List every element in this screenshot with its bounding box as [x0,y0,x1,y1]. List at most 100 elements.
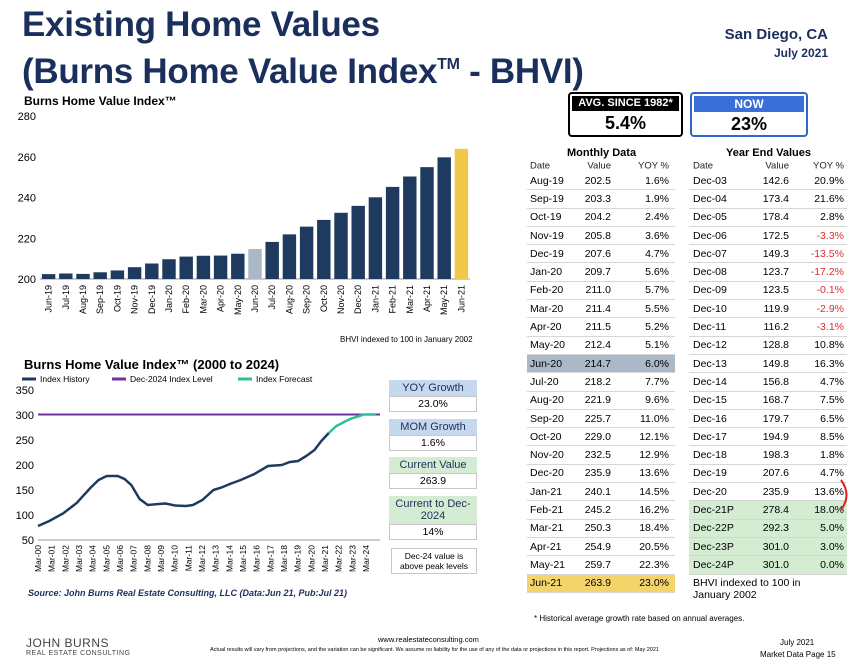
table-cell: 211.5 [585,321,612,334]
x-tick-label: Jul-20 [267,285,277,310]
mom-growth-label: MOM Growth [389,419,477,435]
table-cell: Apr-21 [530,540,562,553]
table-row: Dec-13 149.8 16.3% [689,355,847,374]
table-cell: Dec-19 [530,247,564,260]
table-cell: 3.6% [645,229,669,242]
table-row: Dec-09 123.5 -0.1% [689,282,847,301]
table-cell: 168.7 [762,394,789,407]
bar-Dec-20 [351,205,365,279]
x-tick-label: Mar-20 [306,545,316,572]
table-cell: 3.0% [820,540,844,553]
table-cell: Dec-12 [693,339,727,352]
table-cell: 221.9 [584,394,611,407]
y-tick-label: 200 [16,460,34,472]
now-box: NOW 23% [690,92,808,137]
x-tick-label: Jan-20 [164,285,174,313]
table-cell: 179.7 [762,412,789,425]
dec24-note: Dec-24 value is above peak levels [391,548,477,574]
x-tick-label: Mar-07 [129,545,139,572]
x-tick-label: Mar-19 [293,545,303,572]
x-tick-label: Jun-21 [456,285,466,313]
table-row: Nov-19 205.8 3.6% [527,227,675,246]
table-cell: Jul-20 [530,375,559,388]
table-cell: 4.7% [820,375,844,388]
bar-chart-note: BHVI indexed to 100 in January 2002 [340,335,473,344]
bar-Sep-20 [299,226,314,279]
x-tick-label: Jun-19 [44,285,54,313]
x-tick-label: Mar-04 [88,545,98,572]
bar-Jul-20 [265,241,279,279]
x-tick-label: Jun-20 [250,285,260,313]
y-tick-label: 250 [16,435,34,447]
current-to-dec24-box: Current to Dec-2024 14% [389,496,477,540]
table-cell: 1.9% [645,192,669,205]
table-cell: -2.9% [816,302,844,315]
table-cell: 207.6 [762,467,789,480]
table-cell: Dec-06 [693,229,727,242]
table-cell: 12.9% [639,449,669,462]
table-cell: Dec-15 [693,394,727,407]
table-cell: Dec-07 [693,247,727,260]
y-tick-label: 240 [18,193,36,205]
table-cell: Dec-11 [693,321,727,334]
table-row: Jan-21 240.1 14.5% [527,483,675,502]
table-cell: Mar-21 [530,522,564,535]
footer-date: July 2021 [780,638,815,647]
table-row: Sep-20 225.7 11.0% [527,410,675,429]
y-tick-label: 150 [16,485,34,497]
table-row: Dec-08 123.7 -17.2% [689,263,847,282]
bar-Jun-21 [454,148,469,279]
legend-label: Dec-2024 Index Level [130,374,213,384]
table-row: Dec-15 168.7 7.5% [689,392,847,410]
yoy-growth-label: YOY Growth [389,380,477,396]
table-row: Dec-03 142.6 20.9% [689,172,847,191]
x-tick-label: Sep-20 [302,285,312,314]
company-logo: JOHN BURNS REAL ESTATE CONSULTING [26,636,130,657]
table-cell: 211.4 [585,302,612,315]
table-cell: Feb-20 [530,284,564,297]
table-cell: 204.2 [584,211,611,224]
footer-url[interactable]: www.realestateconsulting.com [378,635,479,644]
table-cell: -13.5% [810,247,844,260]
table-cell: 5.6% [645,266,669,279]
logo-line-2: REAL ESTATE CONSULTING [26,650,131,657]
bar-Sep-19 [93,272,107,279]
table-cell: 14.5% [639,485,669,498]
table-cell: Dec-17 [693,430,727,443]
table-cell: Dec-20 [693,485,727,498]
table-cell: 6.5% [820,412,844,425]
logo-line-1: JOHN BURNS [26,636,110,650]
x-tick-label: Mar-06 [115,545,125,572]
x-tick-label: Mar-01 [47,545,57,572]
footer-disclaimer: Actual results will vary from projection… [210,647,659,653]
x-tick-label: Jan-21 [370,285,380,313]
table-cell: 301.0 [762,540,789,553]
table-cell: 301.0 [762,558,789,571]
table-cell: Dec-13 [693,357,727,370]
table-cell: 12.1% [639,430,669,443]
table-cell: 21.6% [814,192,844,205]
table-cell: -3.1% [816,321,844,334]
table-row: Dec-11 116.2 -3.1% [689,318,847,337]
x-tick-label: Mar-18 [279,545,289,572]
table-cell: 211.0 [585,284,612,297]
table-cell: Jan-20 [530,266,563,279]
table-cell: Nov-20 [530,449,564,462]
table-cell: 10.8% [814,339,844,352]
bar-May-20 [231,253,245,279]
table-cell: Dec-20 [530,467,564,480]
bar-Oct-20 [317,219,331,279]
bar-Jan-20 [162,259,176,279]
annotation-mark [840,479,848,511]
column-header: Date [530,160,551,172]
y-tick-label: 220 [18,233,36,245]
table-cell: 7.5% [820,394,844,407]
table-cell: 4.7% [645,247,669,260]
table-cell: Dec-04 [693,192,727,205]
table-cell: 198.3 [762,449,789,462]
table-row: Jul-20 218.2 7.7% [527,373,675,392]
y-tick-label: 300 [16,410,34,422]
x-tick-label: Mar-12 [197,545,207,572]
table-cell: 18.0% [814,503,844,516]
table-cell: Dec-19 [693,467,727,480]
